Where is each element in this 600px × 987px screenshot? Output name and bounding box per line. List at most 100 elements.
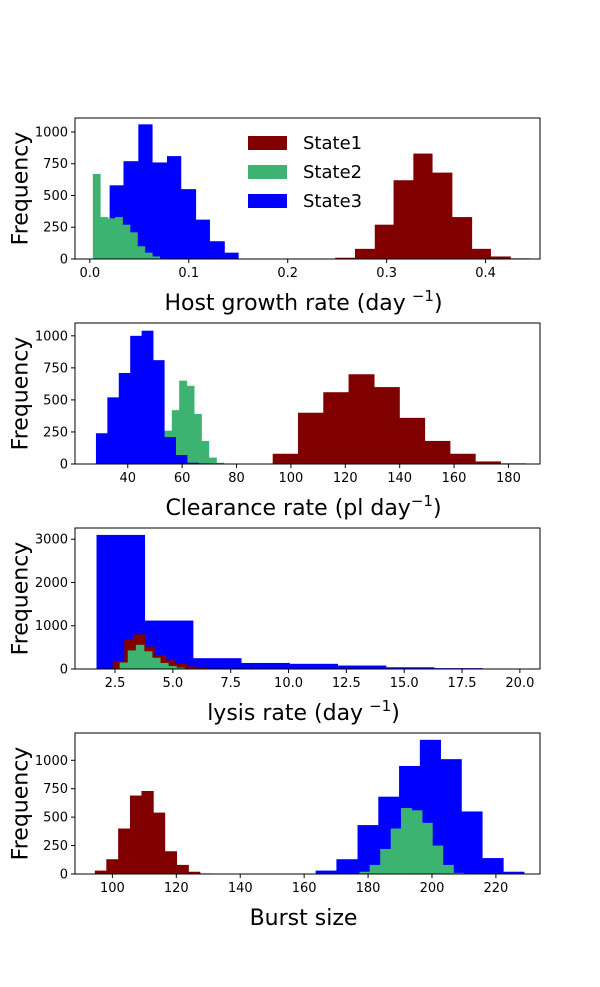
y-tick-label: 0 <box>60 663 68 678</box>
histogram-bar <box>96 433 108 464</box>
histogram-bar <box>432 846 443 874</box>
histogram-bar <box>391 829 402 874</box>
legend-swatch-state3 <box>248 194 287 208</box>
histogram-bar <box>349 374 375 464</box>
x-tick-label: 120 <box>164 881 189 896</box>
y-tick-label: 250 <box>43 839 68 854</box>
histogram-bar <box>130 232 138 259</box>
histogram-bar <box>115 217 123 259</box>
histogram-bar <box>374 387 400 464</box>
histogram-bar <box>443 865 454 874</box>
histogram-bar <box>336 859 357 874</box>
histogram-bar <box>164 437 176 464</box>
y-axis-title: Frequency <box>9 132 34 246</box>
histogram-bar <box>399 418 425 464</box>
histogram-bar <box>413 154 432 259</box>
histogram-bar <box>107 397 119 464</box>
x-tick-label: 17.5 <box>448 676 477 691</box>
legend-swatch-state2 <box>248 165 287 179</box>
histogram-bar <box>118 829 130 874</box>
legend-label-state2: State2 <box>303 162 362 183</box>
histogram-bar <box>144 651 153 669</box>
y-tick-label: 500 <box>43 189 68 204</box>
x-tick-label: 0.3 <box>376 266 397 281</box>
histogram-bar <box>167 156 181 259</box>
x-tick-label: 7.5 <box>220 676 241 691</box>
x-axis-title: Burst size <box>250 906 358 931</box>
x-tick-label: 0.2 <box>277 266 298 281</box>
legend: State1 State2 State3 <box>248 133 362 212</box>
y-tick-label: 750 <box>43 361 68 376</box>
histogram-bar <box>201 441 209 464</box>
histogram-bar <box>145 253 153 259</box>
histogram-bar <box>412 810 423 874</box>
histogram-bar <box>128 650 137 669</box>
x-tick-label: 80 <box>228 471 245 486</box>
y-axis-title: Frequency <box>9 747 34 861</box>
histogram-bar <box>401 808 412 874</box>
x-tick-label: 20.0 <box>505 676 534 691</box>
histogram-bar <box>209 458 217 464</box>
y-tick-label: 1000 <box>35 125 68 140</box>
histogram-bar <box>152 658 161 669</box>
histogram-bar <box>338 666 387 669</box>
x-tick-label: 15.0 <box>390 676 419 691</box>
histogram-bar <box>93 174 101 259</box>
y-tick-label: 3000 <box>35 533 68 548</box>
legend-label-state3: State3 <box>303 191 362 212</box>
x-tick-label: 100 <box>278 471 303 486</box>
histogram-bar <box>422 823 433 874</box>
x-tick-label: 12.5 <box>332 676 361 691</box>
histogram-bar <box>152 162 167 259</box>
y-tick-label: 250 <box>43 221 68 236</box>
y-tick-label: 500 <box>43 393 68 408</box>
histogram-bar <box>210 241 225 259</box>
histogram-bar <box>224 253 238 259</box>
y-tick-label: 0 <box>60 458 68 473</box>
y-tick-label: 0 <box>60 253 68 268</box>
x-tick-label: 160 <box>292 881 317 896</box>
histogram-bar <box>122 225 130 259</box>
x-axis-title: Clearance rate (pl day−1) <box>165 492 441 521</box>
histogram-bar <box>452 217 472 259</box>
histogram-bar <box>196 220 210 259</box>
histogram-bar <box>375 225 394 259</box>
y-tick-label: 1000 <box>35 329 68 344</box>
legend-swatch-state1 <box>248 136 287 150</box>
y-tick-label: 2000 <box>35 576 68 591</box>
x-tick-label: 5.0 <box>163 676 184 691</box>
y-tick-label: 750 <box>43 782 68 797</box>
x-tick-label: 220 <box>483 881 508 896</box>
histogram-bar <box>425 441 451 464</box>
histogram-bar <box>138 124 152 259</box>
histogram-bar <box>450 454 476 464</box>
x-tick-label: 180 <box>496 471 521 486</box>
x-tick-label: 140 <box>387 471 412 486</box>
histogram-bar <box>153 360 165 464</box>
histogram-bar <box>355 249 375 259</box>
histogram-bar <box>106 859 118 874</box>
y-axis-title: Frequency <box>9 337 34 451</box>
y-tick-label: 0 <box>60 868 68 883</box>
histogram-bar <box>461 811 482 874</box>
x-axis-title: Host growth rate (day−1) <box>164 287 442 316</box>
histogram-bar <box>108 218 116 259</box>
histogram-bar <box>177 865 189 874</box>
x-tick-label: 200 <box>420 881 445 896</box>
histogram-bar <box>181 189 196 259</box>
x-tick-label: 10.0 <box>274 676 303 691</box>
y-axis-title: Frequency <box>9 542 34 656</box>
legend-label-state1: State1 <box>303 133 362 154</box>
histogram-bar <box>323 392 349 464</box>
histogram-bar <box>160 663 169 669</box>
histogram-bar <box>130 796 142 874</box>
histogram-bar <box>241 663 290 669</box>
histogram-bar <box>298 413 324 464</box>
histogram-bar <box>380 849 391 874</box>
x-tick-label: 140 <box>228 881 253 896</box>
histogram-bar <box>194 414 202 464</box>
histogram-bar <box>95 871 107 874</box>
x-tick-label: 2.5 <box>105 676 126 691</box>
